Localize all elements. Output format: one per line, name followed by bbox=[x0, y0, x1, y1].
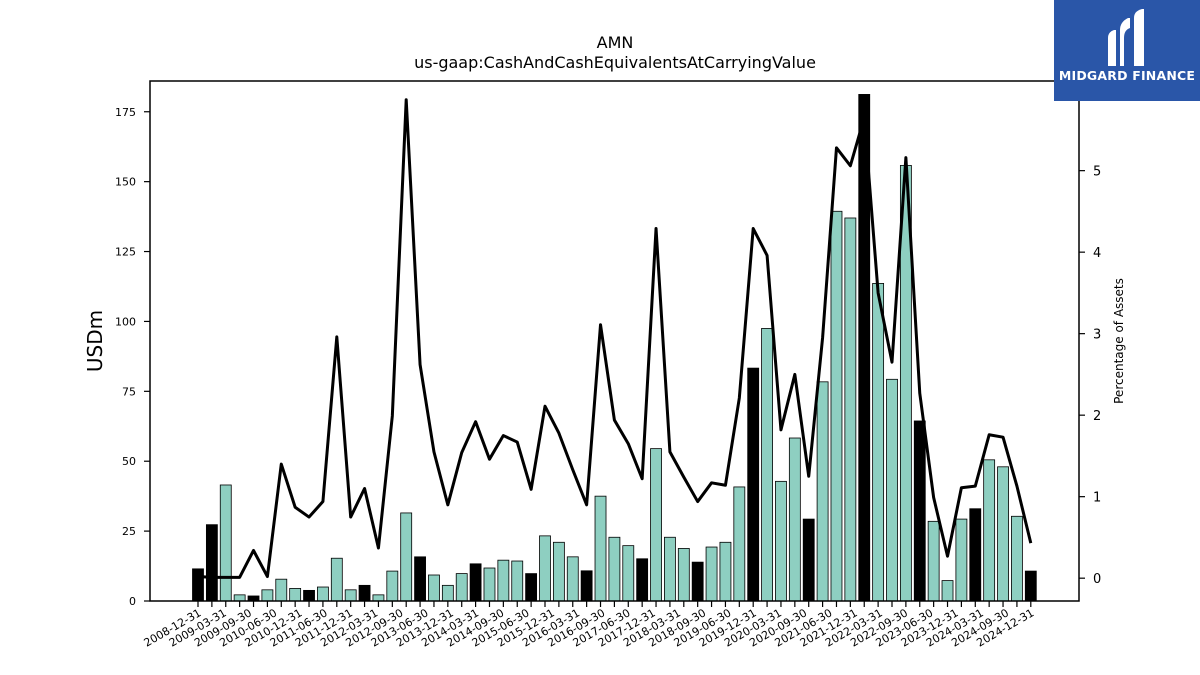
bar-2023-12-31 bbox=[1024, 570, 1037, 602]
bar-2015-03-31 bbox=[539, 535, 551, 602]
bar-2010-12-31 bbox=[303, 589, 315, 602]
bar-2014-09-30 bbox=[511, 560, 524, 602]
brand-logo: MIDGARD FINANCE bbox=[1054, 0, 1200, 101]
bar-2009-12-31 bbox=[247, 595, 260, 602]
bar-2013-03-31 bbox=[428, 574, 440, 602]
bar-2020-06-30 bbox=[830, 210, 843, 602]
bar-2023-09-30 bbox=[1011, 515, 1023, 602]
bar-2022-03-31 bbox=[927, 520, 940, 602]
percentage-of-assets-line bbox=[197, 98, 1033, 579]
bar-2019-12-31 bbox=[802, 518, 815, 602]
bar-2017-12-31 bbox=[691, 561, 704, 602]
y2-tick-label: 1 bbox=[1093, 491, 1101, 506]
bar-2022-09-30 bbox=[955, 518, 968, 602]
logo-mark-icon bbox=[1108, 9, 1144, 66]
bar-2019-03-31 bbox=[761, 328, 773, 602]
bar-2017-06-30 bbox=[664, 536, 676, 602]
bar-2011-06-30 bbox=[330, 557, 343, 602]
chart-title: AMN bbox=[597, 33, 634, 52]
line-series bbox=[197, 98, 1033, 579]
bar-2015-12-31 bbox=[580, 570, 593, 602]
bar-2018-03-31 bbox=[705, 546, 718, 602]
y-tick-label: 125 bbox=[115, 246, 136, 259]
y2-tick-label: 3 bbox=[1093, 328, 1101, 343]
y-tick-label: 100 bbox=[115, 315, 136, 328]
y-axis: 0 25 50 75 100 125 150 175 bbox=[115, 106, 150, 608]
y-tick-label: 175 bbox=[115, 106, 136, 119]
bar-2022-06-30 bbox=[941, 580, 954, 602]
bar-2013-12-31 bbox=[469, 563, 482, 602]
bar-2014-06-30 bbox=[497, 559, 510, 602]
y-tick-label: 0 bbox=[129, 595, 136, 608]
bar-2021-12-31 bbox=[913, 420, 926, 602]
bar-2012-09-30 bbox=[400, 512, 413, 602]
bar-2009-03-31 bbox=[205, 524, 218, 602]
bar-2009-09-30 bbox=[233, 594, 246, 602]
bar-2012-03-31 bbox=[372, 594, 385, 602]
bar-2012-12-31 bbox=[414, 556, 426, 602]
bar-2018-06-30 bbox=[719, 541, 732, 602]
y-axis-label: USDm bbox=[83, 310, 107, 372]
bar-2012-06-30 bbox=[386, 570, 399, 602]
bar-2016-03-31 bbox=[594, 495, 607, 602]
bar-2011-03-31 bbox=[317, 586, 329, 602]
bar-2020-09-30 bbox=[844, 217, 857, 602]
bar-2021-03-31 bbox=[872, 283, 885, 602]
bar-2017-09-30 bbox=[677, 548, 690, 602]
bar-2022-12-31 bbox=[969, 508, 982, 602]
y2-tick-label: 5 bbox=[1093, 165, 1101, 180]
bar-2019-09-30 bbox=[788, 437, 801, 602]
bar-series bbox=[192, 94, 1037, 602]
bar-2010-09-30 bbox=[289, 588, 302, 602]
chart-subtitle: us-gaap:CashAndCashEquivalentsAtCarrying… bbox=[414, 53, 816, 72]
y-tick-label: 25 bbox=[122, 525, 136, 538]
bar-2023-03-31 bbox=[983, 459, 996, 602]
bar-2016-06-30 bbox=[608, 536, 621, 602]
bar-2019-06-30 bbox=[775, 480, 787, 602]
bar-2018-12-31 bbox=[747, 367, 760, 602]
bar-2015-06-30 bbox=[552, 541, 565, 602]
y2-tick-label: 2 bbox=[1093, 409, 1101, 424]
bar-2018-09-30 bbox=[733, 486, 746, 602]
y2-axis: 0 1 2 3 4 5 bbox=[1079, 165, 1101, 587]
bar-2017-03-31 bbox=[650, 448, 662, 602]
y2-tick-label: 4 bbox=[1093, 246, 1101, 261]
bar-2010-03-31 bbox=[261, 589, 274, 602]
bar-2016-09-30 bbox=[622, 545, 635, 602]
bar-2020-03-31 bbox=[816, 381, 829, 602]
bar-2011-12-31 bbox=[358, 584, 371, 602]
y-tick-label: 150 bbox=[115, 176, 136, 189]
bar-2014-03-31 bbox=[483, 567, 496, 602]
bar-2021-06-30 bbox=[886, 378, 898, 602]
bar-2008-12-31 bbox=[192, 568, 204, 602]
bar-2016-12-31 bbox=[636, 558, 649, 602]
x-axis: 2008-12-312009-03-312009-09-302010-06-30… bbox=[142, 601, 1036, 650]
bar-2009-06-30 bbox=[219, 484, 232, 602]
y-tick-label: 75 bbox=[122, 385, 136, 398]
bar-2023-06-30 bbox=[997, 466, 1009, 602]
y2-tick-label: 0 bbox=[1093, 572, 1101, 587]
bar-2011-09-30 bbox=[344, 589, 357, 602]
bar-2013-09-30 bbox=[455, 573, 468, 602]
bar-2015-09-30 bbox=[566, 556, 579, 602]
bar-2013-06-30 bbox=[441, 584, 454, 602]
bar-2010-06-30 bbox=[275, 578, 288, 602]
y-tick-label: 50 bbox=[122, 455, 136, 468]
bar-2014-12-31 bbox=[525, 573, 538, 602]
y2-axis-label: Percentage of Assets bbox=[1112, 278, 1126, 404]
logo-text: MIDGARD FINANCE bbox=[1058, 68, 1196, 83]
